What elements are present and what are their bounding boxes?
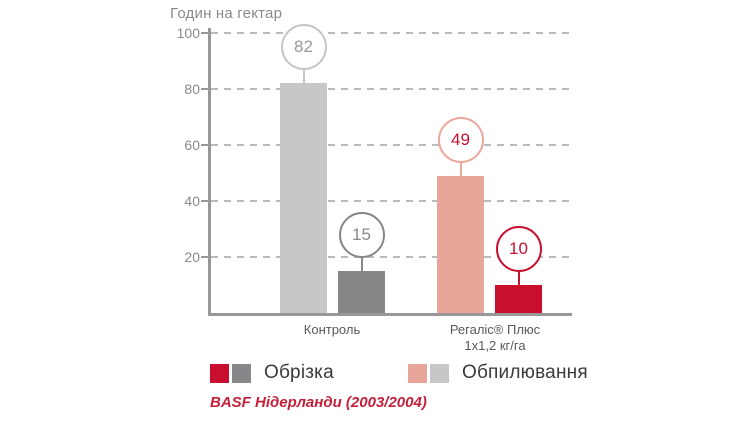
x-category-control: Контроль [262,322,402,338]
x-category-regalis-plus: Регаліс® Плюс 1х1,2 кг/га [415,322,575,354]
y-tick-label-40: 40 [184,193,200,209]
y-tick-mark [201,32,208,34]
badge-stem [459,162,462,176]
gridline-20 [211,256,571,258]
legend-item-pruning: Обрізка [210,362,334,383]
legend-label-pruning: Обрізка [264,362,334,383]
value-badge-82: 82 [280,24,327,71]
y-tick-mark [201,256,208,258]
y-tick-label-100: 100 [176,25,200,41]
value-badge-49: 49 [437,116,484,163]
gridline-40 [211,200,571,202]
chart-title: Годин на гектар [170,5,283,22]
value-badge-10: 10 [495,226,542,272]
value-badge-15: 15 [338,212,385,258]
badge-stem [302,70,305,84]
badge-stem [360,258,363,271]
legend-item-dusting: Обпилювання [408,362,588,383]
x-category-label-line: 1х1,2 кг/га [464,338,526,353]
badge-stem [517,272,520,285]
gridline-60 [211,144,571,146]
y-axis-line [208,28,211,316]
x-axis-line [208,313,572,316]
y-tick-mark [201,200,208,202]
legend-swatch-red [210,363,229,383]
gridline-100 [211,32,571,34]
source-note: BASF Нідерланди (2003/2004) [210,394,427,411]
legend-swatch-dark-gray [232,363,251,383]
bar-Обпилювання-49 [437,175,484,313]
x-category-label-line: Регаліс® Плюс [449,322,541,337]
bar-Обрізка-15 [338,271,385,313]
y-tick-label-60: 60 [184,137,200,153]
bar-Обпилювання-82 [280,83,327,313]
legend-swatch-salmon [408,363,427,383]
gridline-80 [211,88,571,90]
y-tick-label-20: 20 [184,249,200,265]
legend-label-dusting: Обпилювання [462,362,588,383]
legend-swatch-light-gray [430,363,449,383]
y-tick-mark [201,144,208,146]
x-category-label-line: Контроль [303,322,361,337]
bar-Обрізка-10 [495,285,542,313]
y-tick-label-80: 80 [184,81,200,97]
y-tick-mark [201,88,208,90]
legend: Обрізка Обпилювання [0,362,750,385]
